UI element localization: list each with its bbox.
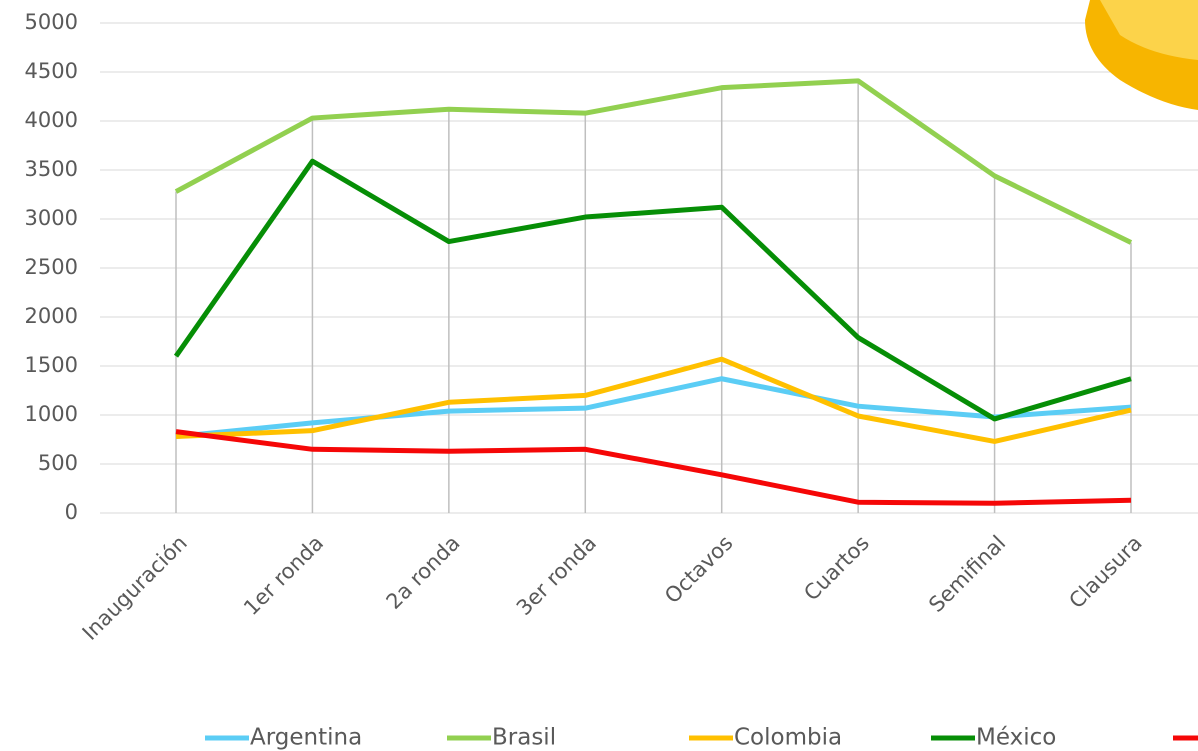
y-tick-label: 3500 bbox=[25, 157, 78, 181]
x-tick-label: Octavos bbox=[660, 531, 737, 608]
x-tick-label: Clausura bbox=[1064, 531, 1146, 613]
y-tick-label: 1000 bbox=[25, 402, 78, 426]
x-tick-label: 3er ronda bbox=[512, 531, 601, 620]
y-tick-label: 2500 bbox=[25, 255, 78, 279]
y-tick-label: 0 bbox=[65, 500, 78, 524]
y-tick-label: 5000 bbox=[25, 10, 78, 34]
x-tick-label: Semifinal bbox=[924, 531, 1010, 617]
y-tick-label: 2000 bbox=[25, 304, 78, 328]
series-line bbox=[175, 429, 1132, 506]
y-tick-label: 1500 bbox=[25, 353, 78, 377]
series-line bbox=[174, 78, 1133, 245]
y-tick-label: 4500 bbox=[25, 59, 78, 83]
legend-label: Brasil bbox=[492, 725, 556, 751]
y-tick-label: 3000 bbox=[25, 206, 78, 230]
series-line bbox=[173, 158, 1132, 422]
x-tick-label: 2a ronda bbox=[382, 531, 465, 614]
x-tick-label: Inauguración bbox=[78, 531, 192, 645]
legend-label: Argentina bbox=[250, 725, 362, 751]
x-tick-label: Cuartos bbox=[799, 531, 874, 606]
legend-label: Colombia bbox=[734, 725, 842, 751]
legend-label: México bbox=[976, 725, 1056, 751]
series-line bbox=[175, 376, 1132, 440]
series-line bbox=[175, 356, 1132, 444]
x-tick-label: 1er ronda bbox=[239, 531, 328, 620]
y-tick-label: 500 bbox=[38, 451, 78, 475]
y-tick-label: 4000 bbox=[25, 108, 78, 132]
decoration bbox=[1085, 0, 1198, 110]
